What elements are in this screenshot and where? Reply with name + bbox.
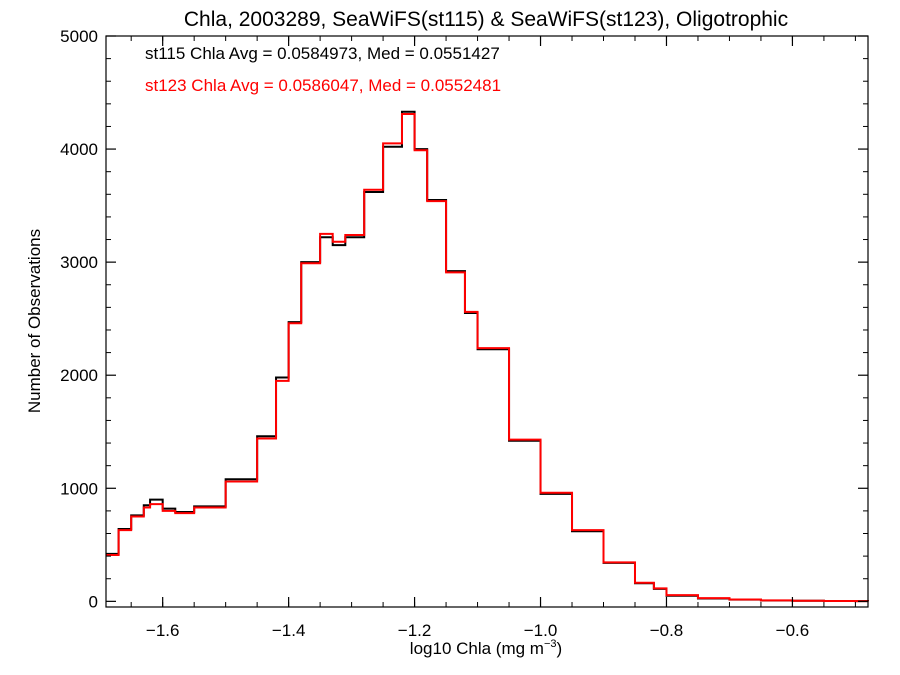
x-axis: −1.6 −1.4 −1.2 −1.0 −0.8 −0.6 <box>130 36 856 640</box>
plot-frame <box>105 35 869 608</box>
x-axis-label-close: ) <box>557 639 563 658</box>
x-tick-label: −0.8 <box>650 621 684 640</box>
x-tick-label: −1.2 <box>398 621 432 640</box>
x-tick-label: −1.0 <box>524 621 558 640</box>
y-tick-label: 5000 <box>60 27 98 46</box>
series-line-1 <box>106 113 869 603</box>
y-tick-label: 4000 <box>60 140 98 159</box>
y-axis: 0 1000 2000 3000 4000 5000 <box>60 27 868 611</box>
series-layer <box>106 110 869 603</box>
y-tick-label: 1000 <box>60 479 98 498</box>
y-tick-label: 2000 <box>60 366 98 385</box>
y-tick-label: 0 <box>89 592 98 611</box>
annotation-st123: st123 Chla Avg = 0.0586047, Med = 0.0552… <box>145 76 501 95</box>
y-tick-label: 3000 <box>60 253 98 272</box>
y-axis-label: Number of Observations <box>25 229 44 413</box>
x-axis-label-superscript: −3 <box>544 638 557 650</box>
x-tick-label: −1.4 <box>272 621 306 640</box>
x-tick-label: −1.6 <box>146 621 180 640</box>
x-axis-label: log10 Chla (mg m−3) <box>410 638 562 658</box>
x-axis-label-main: log10 Chla (mg m <box>410 639 544 658</box>
x-tick-label: −0.6 <box>776 621 810 640</box>
series-line-0 <box>106 110 869 603</box>
annotation-st115: st115 Chla Avg = 0.0584973, Med = 0.0551… <box>145 44 500 63</box>
chart-title: Chla, 2003289, SeaWiFS(st115) & SeaWiFS(… <box>184 8 788 31</box>
